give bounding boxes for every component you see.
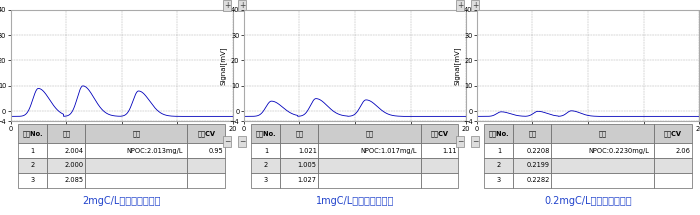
X-axis label: Time[min]: Time[min] bbox=[570, 133, 606, 140]
Text: 2mgC/Lシュウ酸水溶液: 2mgC/Lシュウ酸水溶液 bbox=[83, 196, 161, 206]
Y-axis label: Signal[mV]: Signal[mV] bbox=[220, 46, 227, 85]
Text: 0.2mgC/Lシュウ酸水溶液: 0.2mgC/Lシュウ酸水溶液 bbox=[544, 196, 632, 206]
Text: +: + bbox=[472, 1, 478, 10]
Text: +: + bbox=[239, 1, 245, 10]
Text: 1mgC/Lシュウ酸水溶液: 1mgC/Lシュウ酸水溶液 bbox=[316, 196, 394, 206]
X-axis label: Time[min]: Time[min] bbox=[104, 133, 140, 140]
Text: −: − bbox=[472, 137, 478, 146]
Text: −: − bbox=[239, 137, 245, 146]
Text: −: − bbox=[224, 137, 230, 146]
X-axis label: Time[min]: Time[min] bbox=[337, 133, 373, 140]
Text: +: + bbox=[224, 1, 230, 10]
Text: +: + bbox=[457, 1, 463, 10]
Y-axis label: Signal[mV]: Signal[mV] bbox=[454, 46, 460, 85]
Text: −: − bbox=[457, 137, 463, 146]
